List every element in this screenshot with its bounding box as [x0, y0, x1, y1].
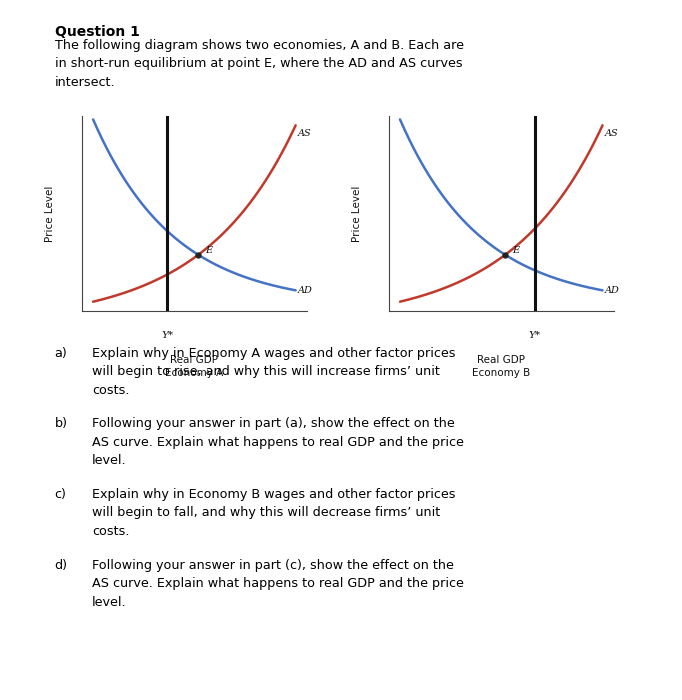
Text: Y*: Y* [529, 331, 541, 340]
Text: E: E [205, 246, 212, 255]
Text: AD: AD [605, 286, 620, 295]
Text: Y*: Y* [162, 331, 173, 340]
Text: AD: AD [298, 286, 313, 295]
Text: AS: AS [298, 129, 312, 138]
Text: Explain why in Economy A wages and other factor prices
will begin to rise, and w: Explain why in Economy A wages and other… [92, 346, 456, 396]
Text: Price Level: Price Level [352, 186, 362, 241]
Text: d): d) [55, 559, 68, 572]
Text: The following diagram shows two economies, A and B. Each are
in short-run equili: The following diagram shows two economie… [55, 38, 464, 88]
Text: E: E [512, 246, 519, 255]
Text: Price Level: Price Level [45, 186, 55, 241]
Text: Real GDP
Economy A: Real GDP Economy A [165, 355, 224, 378]
Text: a): a) [55, 346, 68, 360]
Text: Following your answer in part (a), show the effect on the
AS curve. Explain what: Following your answer in part (a), show … [92, 417, 464, 467]
Text: Real GDP
Economy B: Real GDP Economy B [472, 355, 531, 378]
Text: Following your answer in part (c), show the effect on the
AS curve. Explain what: Following your answer in part (c), show … [92, 559, 464, 608]
Text: Question 1: Question 1 [55, 25, 139, 38]
Text: Explain why in Economy B wages and other factor prices
will begin to fall, and w: Explain why in Economy B wages and other… [92, 488, 456, 538]
Text: c): c) [55, 488, 66, 501]
Text: AS: AS [605, 129, 619, 138]
Text: b): b) [55, 417, 68, 430]
